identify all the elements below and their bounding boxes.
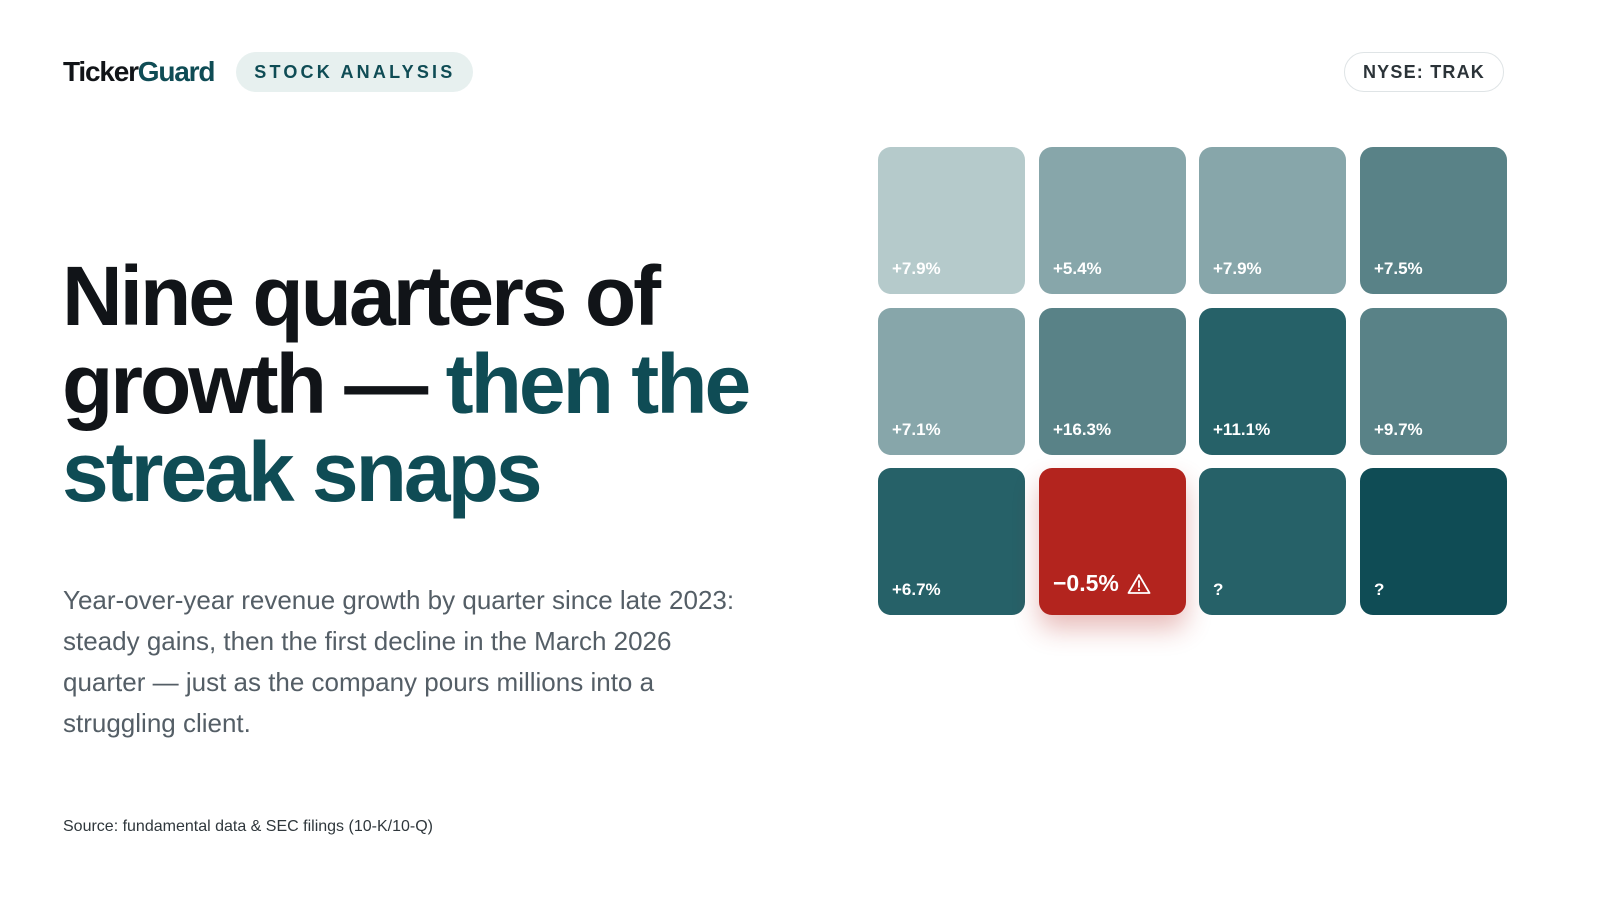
tile-value-text: +7.9% bbox=[892, 259, 941, 278]
tile-value-label: +11.1% bbox=[1213, 420, 1270, 440]
logo-text-guard: Guard bbox=[137, 56, 216, 87]
growth-heatmap: +7.9% +5.4% +7.9% +7.5% +7.1% +16.3% +11.1% +9.… bbox=[878, 147, 1507, 615]
tickerguard-logo[interactable]: TickerGuard bbox=[63, 52, 216, 92]
source-note: Source: fundamental data & SEC filings (… bbox=[63, 818, 433, 835]
tile-value-text: ? bbox=[1213, 580, 1224, 599]
tile-value-text: +5.4% bbox=[1053, 259, 1102, 278]
heatmap-tile: +16.3% bbox=[1039, 308, 1186, 455]
logo-text-ticker: Ticker bbox=[63, 56, 139, 87]
heatmap-tile: +7.1% bbox=[878, 308, 1025, 455]
tile-value-text: +9.7% bbox=[1374, 420, 1423, 439]
headline-line3: streak snaps bbox=[62, 425, 543, 519]
tile-value-label: +7.9% bbox=[1213, 259, 1262, 279]
heatmap-tile: +6.7% bbox=[878, 468, 1025, 615]
heatmap-tile: ? bbox=[1199, 468, 1346, 615]
headline-line2-dark: growth — bbox=[62, 337, 446, 431]
tile-value-text: +6.7% bbox=[892, 580, 941, 599]
tile-value-text: +16.3% bbox=[1053, 420, 1112, 439]
tile-value-label: +6.7% bbox=[892, 580, 941, 600]
headline-line1: Nine quarters of bbox=[62, 249, 661, 343]
tile-value-label: +7.5% bbox=[1374, 259, 1423, 279]
tile-value-label: ? bbox=[1374, 580, 1384, 600]
tile-value-text: −0.5% bbox=[1053, 570, 1119, 596]
headline: Nine quarters of growth — then the strea… bbox=[62, 252, 822, 516]
subtitle-description: Year-over-year revenue growth by quarter… bbox=[63, 585, 735, 738]
tile-value-label: +16.3% bbox=[1053, 420, 1111, 440]
tile-value-label: +5.4% bbox=[1053, 259, 1102, 279]
tile-value-text: ? bbox=[1374, 580, 1385, 599]
heatmap-tile: −0.5% bbox=[1039, 468, 1186, 615]
heatmap-tile: +7.5% bbox=[1360, 147, 1507, 294]
ticker-badge: NYSE: TRAK bbox=[1343, 52, 1504, 92]
heatmap-tile: +9.7% bbox=[1360, 308, 1507, 455]
tile-value-label: ? bbox=[1213, 580, 1223, 600]
tile-value-text: +7.5% bbox=[1374, 259, 1423, 278]
tile-value-label: +7.1% bbox=[892, 420, 941, 440]
category-tag: STOCK ANALYSIS bbox=[236, 52, 474, 92]
heatmap-tile: ? bbox=[1360, 468, 1507, 615]
tile-value-label: −0.5% bbox=[1053, 570, 1151, 597]
tile-value-label: +7.9% bbox=[892, 259, 941, 279]
brand-header: TickerGuard STOCK ANALYSIS bbox=[63, 52, 474, 92]
tile-value-text: +7.1% bbox=[892, 420, 941, 439]
warning-icon bbox=[1127, 573, 1151, 594]
tile-value-text: +7.9% bbox=[1213, 259, 1262, 278]
tile-value-text: +11.1% bbox=[1213, 420, 1271, 439]
heatmap-tile: +5.4% bbox=[1039, 147, 1186, 294]
heatmap-tile: +11.1% bbox=[1199, 308, 1346, 455]
tile-value-label: +9.7% bbox=[1374, 420, 1423, 440]
headline-line2-teal: then the bbox=[445, 337, 752, 431]
heatmap-tile: +7.9% bbox=[878, 147, 1025, 294]
heatmap-tile: +7.9% bbox=[1199, 147, 1346, 294]
